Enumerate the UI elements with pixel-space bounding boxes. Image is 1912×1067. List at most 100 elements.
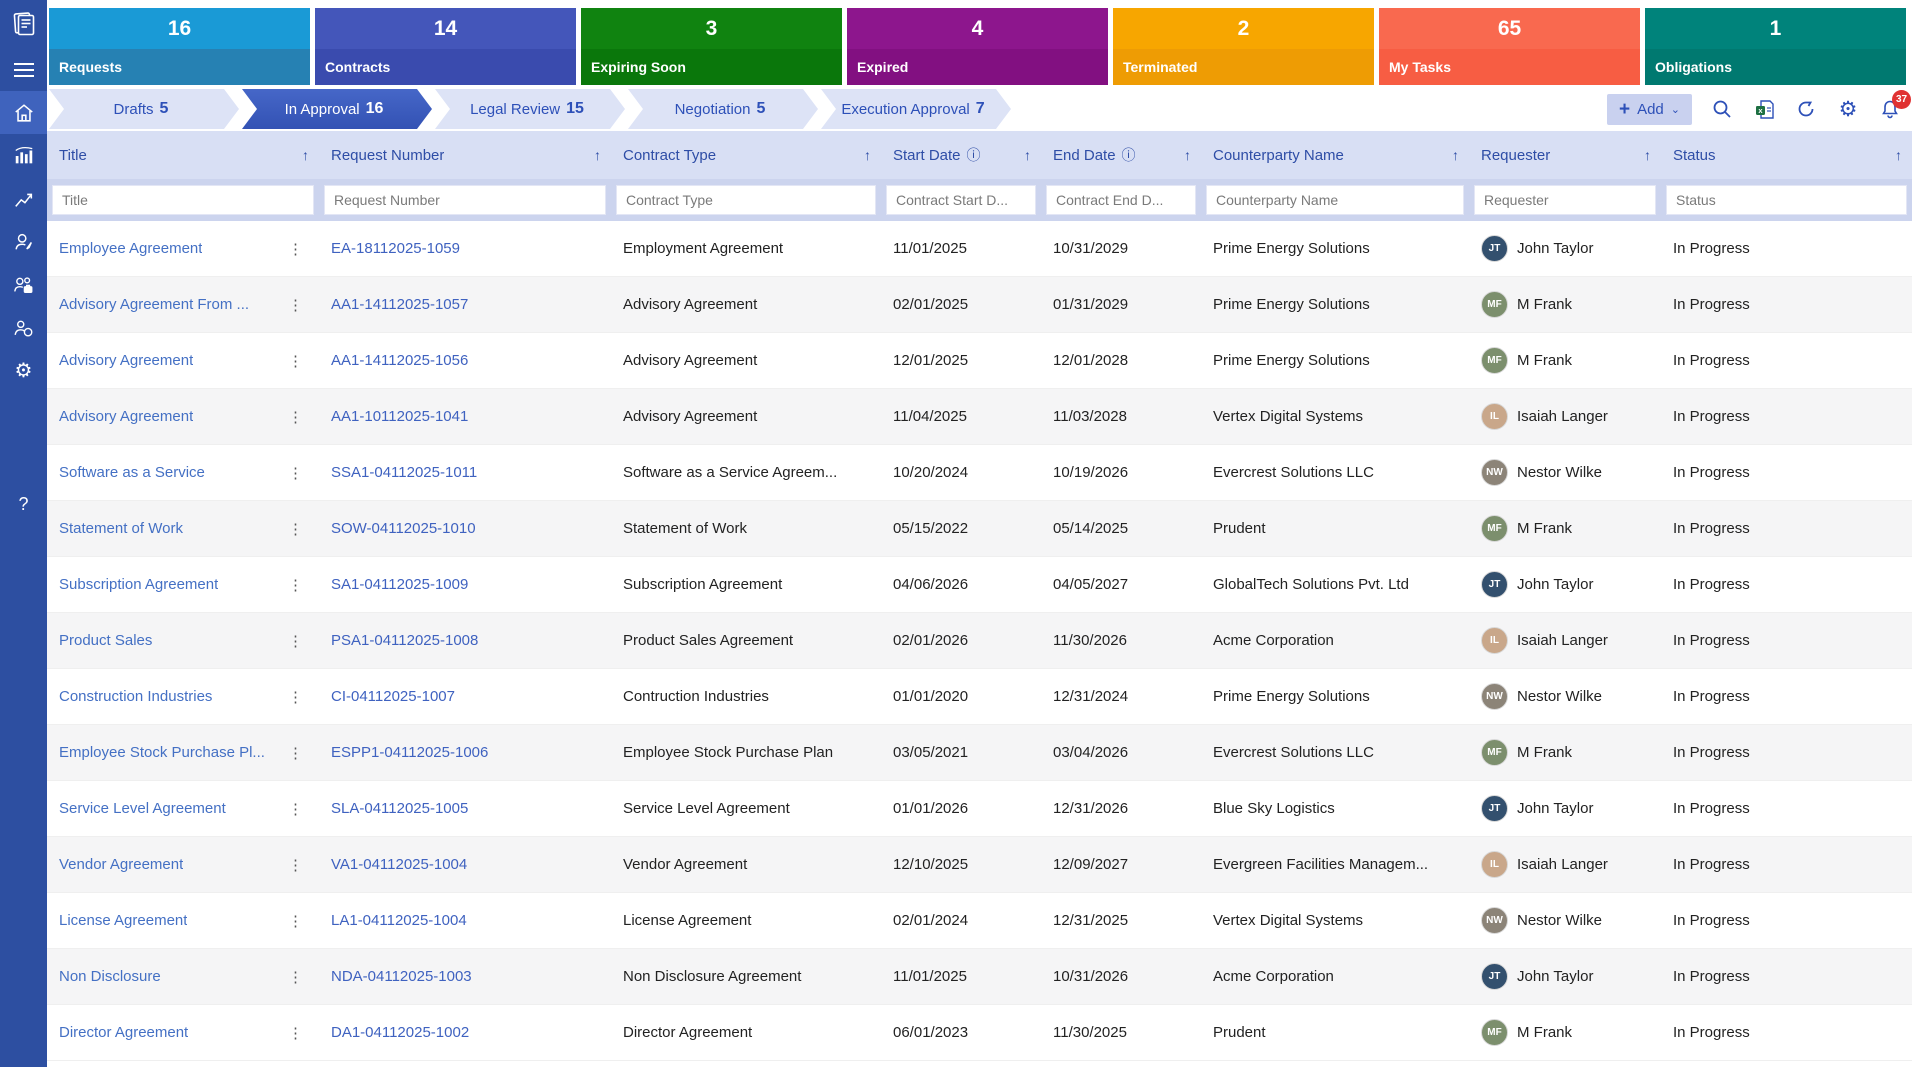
row-menu-icon[interactable]: ⋮ [288, 576, 303, 594]
request-number-link[interactable]: SSA1-04112025-1011 [331, 464, 478, 481]
notifications-bell-icon[interactable]: 37 [1878, 90, 1911, 121]
sort-ascending-icon[interactable]: ↑ [864, 147, 871, 163]
request-number-link[interactable]: SLA-04112025-1005 [331, 800, 469, 817]
table-row[interactable]: Statement of Work ⋮ SOW-04112025-1010 St… [47, 501, 1912, 557]
table-row[interactable]: Advisory Agreement From ... ⋮ AA1-141120… [47, 277, 1912, 333]
filter-input[interactable] [324, 185, 606, 215]
filter-input[interactable] [616, 185, 876, 215]
sidebar-item-dashboard[interactable] [0, 134, 47, 177]
table-row[interactable]: Advisory Agreement ⋮ AA1-14112025-1056 A… [47, 333, 1912, 389]
row-title-link[interactable]: Advisory Agreement From ... [59, 296, 250, 313]
row-menu-icon[interactable]: ⋮ [288, 856, 303, 874]
request-number-link[interactable]: AA1-14112025-1056 [331, 352, 469, 369]
row-menu-icon[interactable]: ⋮ [288, 1024, 303, 1042]
request-number-link[interactable]: ESPP1-04112025-1006 [331, 744, 489, 761]
filter-input[interactable] [1046, 185, 1196, 215]
column-header[interactable]: Contract Type ⓘ ↑ [611, 131, 881, 179]
row-menu-icon[interactable]: ⋮ [288, 296, 303, 314]
row-menu-icon[interactable]: ⋮ [288, 744, 303, 762]
row-title-link[interactable]: Service Level Agreement [59, 800, 226, 817]
table-row[interactable]: Subscription Agreement ⋮ SA1-04112025-10… [47, 557, 1912, 613]
row-title-link[interactable]: Director Agreement [59, 1024, 189, 1041]
info-icon[interactable]: ⓘ [1121, 147, 1136, 163]
table-row[interactable]: Employee Stock Purchase Pl... ⋮ ESPP1-04… [47, 725, 1912, 781]
sidebar-item-collaboration[interactable] [0, 306, 47, 349]
settings-gear-icon[interactable]: ⚙ [14, 359, 33, 382]
workflow-stage[interactable]: Negotiation 5 [628, 89, 818, 129]
row-title-link[interactable]: Subscription Agreement [59, 576, 219, 593]
column-header[interactable]: End Date ⓘ ↑ [1041, 131, 1201, 179]
table-row[interactable]: Service Level Agreement ⋮ SLA-04112025-1… [47, 781, 1912, 837]
filter-input[interactable] [886, 185, 1036, 215]
row-title-link[interactable]: Employee Stock Purchase Pl... [59, 744, 265, 761]
row-menu-icon[interactable]: ⋮ [288, 240, 303, 258]
column-header[interactable]: Status ⓘ ↑ [1661, 131, 1912, 179]
hamburger-menu-icon[interactable] [0, 48, 47, 91]
table-row[interactable]: Director Agreement ⋮ DA1-04112025-1002 D… [47, 1005, 1912, 1061]
excel-export-icon[interactable]: x [1752, 97, 1776, 121]
table-row[interactable]: Non Disclosure ⋮ NDA-04112025-1003 Non D… [47, 949, 1912, 1005]
request-number-link[interactable]: AA1-14112025-1057 [331, 296, 469, 313]
workflow-stage[interactable]: Legal Review 15 [435, 89, 625, 129]
filter-input[interactable] [1666, 185, 1907, 215]
request-number-link[interactable]: SOW-04112025-1010 [331, 520, 476, 537]
row-menu-icon[interactable]: ⋮ [288, 464, 303, 482]
column-header[interactable]: Start Date ⓘ ↑ [881, 131, 1041, 179]
row-title-link[interactable]: Construction Industries [59, 688, 213, 705]
row-title-link[interactable]: Non Disclosure [59, 968, 161, 985]
workflow-stage[interactable]: Execution Approval 7 [821, 89, 1011, 129]
table-row[interactable]: Advisory Agreement ⋮ AA1-10112025-1041 A… [47, 389, 1912, 445]
row-title-link[interactable]: Vendor Agreement [59, 856, 184, 873]
row-title-link[interactable]: License Agreement [59, 912, 188, 929]
sidebar-item-team[interactable] [0, 263, 47, 306]
row-title-link[interactable]: Employee Agreement [59, 240, 203, 257]
kpi-tile[interactable]: 16 Requests [49, 8, 310, 85]
kpi-tile[interactable]: 3 Expiring Soon [581, 8, 842, 85]
kpi-tile[interactable]: 2 Terminated [1113, 8, 1374, 85]
row-title-link[interactable]: Advisory Agreement [59, 408, 194, 425]
table-row[interactable]: Construction Industries ⋮ CI-04112025-10… [47, 669, 1912, 725]
kpi-tile[interactable]: 65 My Tasks [1379, 8, 1640, 85]
sort-ascending-icon[interactable]: ↑ [1644, 147, 1651, 163]
row-menu-icon[interactable]: ⋮ [288, 800, 303, 818]
filter-input[interactable] [1474, 185, 1656, 215]
table-row[interactable]: License Agreement ⋮ LA1-04112025-1004 Li… [47, 893, 1912, 949]
table-row[interactable]: Product Sales ⋮ PSA1-04112025-1008 Produ… [47, 613, 1912, 669]
column-header[interactable]: Request Number ⓘ ↑ [319, 131, 611, 179]
request-number-link[interactable]: NDA-04112025-1003 [331, 968, 472, 985]
workflow-stage[interactable]: Drafts 5 [49, 89, 239, 129]
filter-input[interactable] [52, 185, 314, 215]
row-menu-icon[interactable]: ⋮ [288, 968, 303, 986]
sort-ascending-icon[interactable]: ↑ [1895, 147, 1902, 163]
sidebar-item-home[interactable] [0, 91, 47, 134]
request-number-link[interactable]: VA1-04112025-1004 [331, 856, 468, 873]
search-icon[interactable] [1710, 97, 1734, 121]
kpi-tile[interactable]: 4 Expired [847, 8, 1108, 85]
sidebar-item-user-actions[interactable] [0, 220, 47, 263]
table-row[interactable]: Vendor Agreement ⋮ VA1-04112025-1004 Ven… [47, 837, 1912, 893]
sort-ascending-icon[interactable]: ↑ [1452, 147, 1459, 163]
column-header[interactable]: Counterparty Name ⓘ ↑ [1201, 131, 1469, 179]
row-menu-icon[interactable]: ⋮ [288, 912, 303, 930]
request-number-link[interactable]: EA-18112025-1059 [331, 240, 460, 257]
request-number-link[interactable]: LA1-04112025-1004 [331, 912, 467, 929]
settings-gear-icon[interactable]: ⚙ [1838, 97, 1858, 121]
sort-ascending-icon[interactable]: ↑ [1024, 147, 1031, 163]
row-menu-icon[interactable]: ⋮ [288, 352, 303, 370]
row-title-link[interactable]: Software as a Service [59, 464, 205, 481]
column-header[interactable]: Requester ⓘ ↑ [1469, 131, 1661, 179]
sort-ascending-icon[interactable]: ↑ [1184, 147, 1191, 163]
info-icon[interactable]: ⓘ [966, 147, 981, 163]
row-menu-icon[interactable]: ⋮ [288, 520, 303, 538]
row-menu-icon[interactable]: ⋮ [288, 408, 303, 426]
filter-input[interactable] [1206, 185, 1464, 215]
kpi-tile[interactable]: 14 Contracts [315, 8, 576, 85]
row-title-link[interactable]: Advisory Agreement [59, 352, 194, 369]
sidebar-item-analytics[interactable] [0, 177, 47, 220]
refresh-icon[interactable] [1794, 97, 1818, 121]
row-title-link[interactable]: Statement of Work [59, 520, 183, 537]
request-number-link[interactable]: AA1-10112025-1041 [331, 408, 469, 425]
sort-ascending-icon[interactable]: ↑ [302, 147, 309, 163]
request-number-link[interactable]: PSA1-04112025-1008 [331, 632, 479, 649]
kpi-tile[interactable]: 1 Obligations [1645, 8, 1906, 85]
